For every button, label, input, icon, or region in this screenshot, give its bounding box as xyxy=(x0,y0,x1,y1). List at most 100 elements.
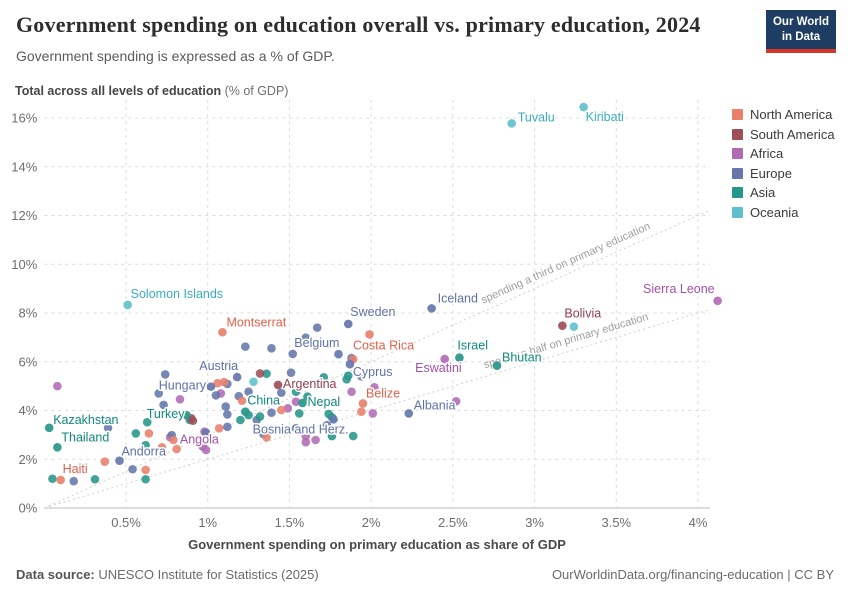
data-point[interactable] xyxy=(221,402,231,411)
data-point[interactable] xyxy=(273,380,283,390)
data-point[interactable] xyxy=(334,349,343,359)
data-point[interactable] xyxy=(141,474,150,484)
data-point[interactable] xyxy=(175,394,185,404)
data-point[interactable] xyxy=(44,423,54,433)
data-point[interactable] xyxy=(188,416,198,426)
data-point[interactable] xyxy=(123,300,132,310)
data-point[interactable] xyxy=(223,410,232,419)
data-point[interactable] xyxy=(298,398,307,408)
data-point[interactable] xyxy=(427,304,436,313)
data-point[interactable] xyxy=(492,361,502,370)
data-point[interactable] xyxy=(198,442,208,451)
citation-link[interactable]: OurWorldinData.org/financing-education |… xyxy=(551,567,834,582)
data-point[interactable] xyxy=(206,382,216,391)
data-point[interactable] xyxy=(267,408,276,417)
data-point[interactable] xyxy=(115,456,124,466)
data-point[interactable] xyxy=(232,372,242,382)
data-point[interactable] xyxy=(244,387,253,397)
data-point[interactable] xyxy=(201,428,211,437)
data-point[interactable] xyxy=(579,102,588,112)
data-point[interactable] xyxy=(286,368,296,378)
data-point[interactable] xyxy=(214,423,224,433)
data-point[interactable] xyxy=(213,378,222,388)
data-point[interactable] xyxy=(159,400,168,410)
data-point[interactable] xyxy=(154,389,164,398)
data-point[interactable] xyxy=(100,457,110,466)
data-point[interactable] xyxy=(241,407,250,417)
data-point[interactable] xyxy=(291,423,301,433)
data-point[interactable] xyxy=(303,392,312,401)
data-point[interactable] xyxy=(291,397,301,407)
data-point[interactable] xyxy=(56,475,65,485)
data-point[interactable] xyxy=(283,404,293,413)
data-point[interactable] xyxy=(128,464,137,474)
data-point[interactable] xyxy=(237,396,247,406)
data-point[interactable] xyxy=(169,435,178,445)
data-point[interactable] xyxy=(291,387,301,397)
data-point[interactable] xyxy=(211,391,221,400)
data-point[interactable] xyxy=(294,409,304,418)
data-point[interactable] xyxy=(301,333,311,342)
data-point[interactable] xyxy=(141,440,150,450)
data-point[interactable] xyxy=(236,415,245,425)
data-point[interactable] xyxy=(103,423,113,433)
legend-item-north-america[interactable]: North America xyxy=(732,107,835,122)
data-point[interactable] xyxy=(157,443,167,452)
data-point[interactable] xyxy=(262,369,271,378)
data-point[interactable] xyxy=(301,437,311,447)
data-point[interactable] xyxy=(440,354,450,364)
legend-item-south-america[interactable]: South America xyxy=(732,127,835,142)
owid-logo[interactable]: Our World in Data xyxy=(765,10,836,53)
data-point[interactable] xyxy=(569,322,579,331)
data-point[interactable] xyxy=(131,429,141,438)
legend-item-africa[interactable]: Africa xyxy=(732,146,835,161)
data-point[interactable] xyxy=(329,414,338,424)
data-point[interactable] xyxy=(219,377,229,387)
data-point[interactable] xyxy=(558,321,567,330)
data-point[interactable] xyxy=(182,410,191,420)
data-point[interactable] xyxy=(141,465,150,475)
data-point[interactable] xyxy=(312,323,322,332)
data-point[interactable] xyxy=(365,330,374,339)
legend-item-europe[interactable]: Europe xyxy=(732,166,835,181)
data-point[interactable] xyxy=(172,444,181,454)
data-point[interactable] xyxy=(281,426,291,436)
data-point[interactable] xyxy=(288,349,298,359)
data-point[interactable] xyxy=(276,388,286,398)
data-point[interactable] xyxy=(451,396,461,406)
data-point[interactable] xyxy=(276,405,286,415)
data-point[interactable] xyxy=(319,373,329,382)
data-point[interactable] xyxy=(90,474,100,484)
data-point[interactable] xyxy=(262,433,271,442)
data-point[interactable] xyxy=(357,372,366,381)
data-point[interactable] xyxy=(348,431,358,441)
data-point[interactable] xyxy=(160,370,170,379)
data-point[interactable] xyxy=(455,353,464,362)
data-point[interactable] xyxy=(223,422,232,432)
data-point[interactable] xyxy=(69,476,79,486)
data-point[interactable] xyxy=(142,417,152,427)
data-point[interactable] xyxy=(53,381,62,391)
data-point[interactable] xyxy=(322,420,332,430)
data-point[interactable] xyxy=(507,119,517,128)
data-point[interactable] xyxy=(343,371,353,380)
data-point[interactable] xyxy=(255,369,265,378)
data-point[interactable] xyxy=(255,412,265,421)
data-point[interactable] xyxy=(713,296,722,306)
data-point[interactable] xyxy=(358,399,368,408)
data-point[interactable] xyxy=(53,443,62,452)
data-point[interactable] xyxy=(249,377,258,387)
data-point[interactable] xyxy=(370,383,379,392)
data-point[interactable] xyxy=(48,474,57,484)
data-point[interactable] xyxy=(144,429,154,438)
data-point[interactable] xyxy=(327,431,337,441)
data-point[interactable] xyxy=(343,319,353,329)
data-point[interactable] xyxy=(301,431,311,441)
data-point[interactable] xyxy=(311,435,320,445)
legend-item-asia[interactable]: Asia xyxy=(732,185,835,200)
data-point[interactable] xyxy=(404,409,414,418)
data-point[interactable] xyxy=(241,342,250,351)
data-point[interactable] xyxy=(368,409,378,418)
data-point[interactable] xyxy=(267,344,276,353)
data-point[interactable] xyxy=(345,359,355,369)
